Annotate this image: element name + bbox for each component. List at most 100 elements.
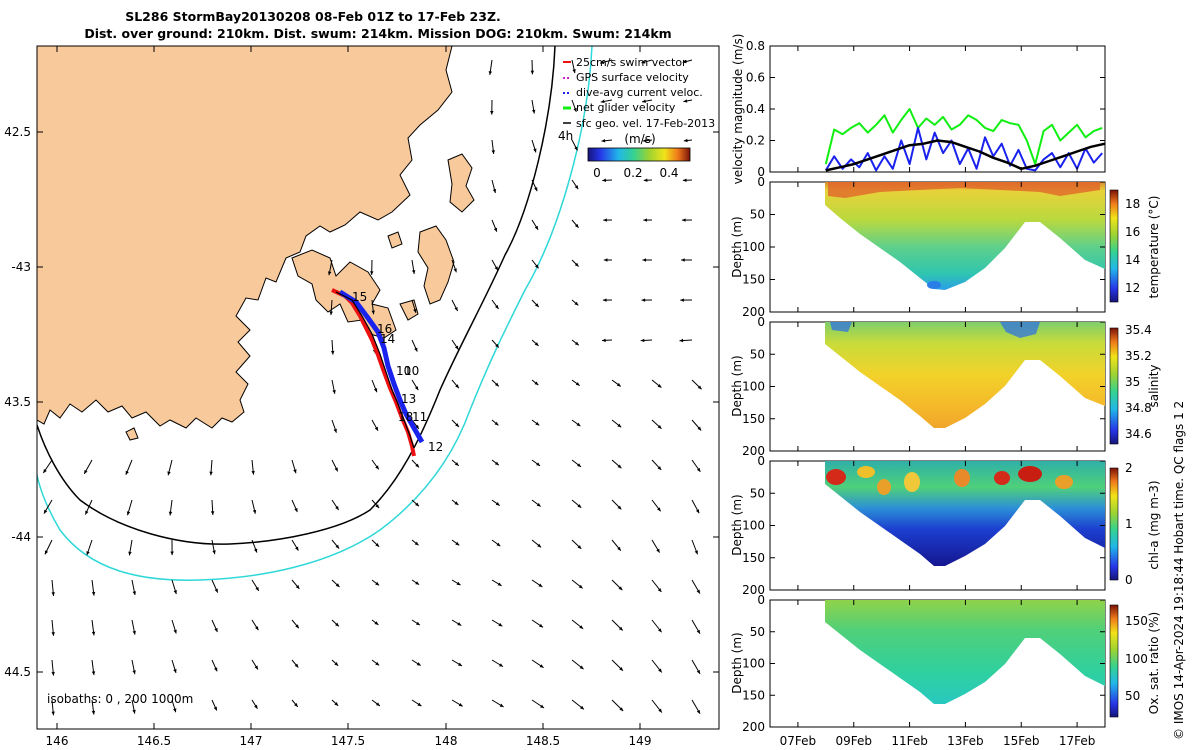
title-line-1: SL286 StormBay20130208 08-Feb 01Z to 17-… — [125, 9, 501, 24]
geo-velocity-arrowhead — [128, 551, 132, 556]
velocity-ytick-label: 0.2 — [746, 134, 765, 148]
geo-velocity-arrowhead — [640, 338, 645, 343]
geo-velocity-arrowhead — [534, 381, 539, 386]
geo-velocity-arrowhead — [643, 218, 647, 222]
salinity-ylabel: Depth (m) — [730, 355, 744, 416]
legend-label-current: dive-avg current veloc. — [576, 86, 703, 99]
geo-velocity-arrowhead — [132, 630, 136, 635]
depth-ytick-label: 50 — [750, 347, 765, 361]
geo-velocity-arrowhead — [642, 99, 646, 103]
temperature-cbar-tick: 14 — [1125, 253, 1140, 267]
geo-velocity-arrowhead — [576, 422, 581, 427]
salinity-cbar-tick: 34.8 — [1125, 401, 1152, 415]
geo-velocity-arrowhead — [540, 704, 545, 709]
time-tick-label: 17Feb — [1059, 734, 1096, 748]
salinity-cbar-tick: 34.6 — [1125, 427, 1152, 441]
geo-velocity-arrowhead — [51, 671, 55, 676]
depth-ytick-label: 100 — [742, 240, 765, 254]
geo-velocity-arrowhead — [295, 624, 299, 629]
sfc-geo-velocity-arrows — [42, 59, 702, 716]
salinity-cbar-tick: 35.4 — [1125, 323, 1152, 337]
depth-ytick-label: 50 — [750, 208, 765, 222]
geo-velocity-arrowhead — [694, 550, 698, 555]
geo-velocity-arrowhead — [415, 581, 420, 585]
geo-velocity-arrowhead — [573, 107, 577, 112]
depth-ytick-label: 200 — [742, 444, 765, 458]
title-line-2: Dist. over ground: 210km. Dist. swum: 21… — [84, 26, 671, 41]
time-tick-label: 13Feb — [947, 734, 984, 748]
geo-velocity-arrowhead — [538, 583, 543, 587]
geo-velocity-arrowhead — [415, 463, 420, 468]
legend-label-geo: sfc geo. vel. 17-Feb-2013 — [576, 117, 715, 130]
geo-velocity-arrowhead — [531, 109, 536, 114]
geo-velocity-arrowhead — [533, 148, 537, 153]
geo-velocity-arrowhead — [214, 588, 218, 593]
geo-velocity-arrowhead — [44, 550, 49, 555]
geo-velocity-arrowhead — [574, 185, 579, 190]
land-small-islands — [125, 231, 419, 441]
legend-label-net: net glider velocity — [576, 101, 676, 114]
geo-velocity-arrowhead — [415, 502, 419, 507]
geo-velocity-arrowhead — [414, 386, 419, 391]
geo-velocity-arrowhead — [696, 467, 701, 472]
geo-velocity-arrowhead — [414, 347, 418, 352]
velocity-series-line — [824, 108, 1103, 166]
geo-velocity-arrowhead — [534, 303, 539, 308]
salinity-section — [825, 322, 1105, 428]
geo-velocity-arrowhead — [536, 462, 541, 466]
legend-label-swim: 25cm/s swim vector — [576, 56, 687, 69]
land-maria-island — [447, 153, 475, 213]
depth-ytick-label: 50 — [750, 625, 765, 639]
geo-velocity-arrowhead — [413, 308, 417, 313]
geo-velocity-arrowhead — [334, 662, 339, 666]
depth-ytick-label: 200 — [742, 583, 765, 597]
velocity-ytick-label: 0.8 — [746, 39, 765, 53]
chla-colorbar — [1109, 467, 1119, 581]
geo-velocity-arrowhead — [253, 548, 258, 553]
geo-velocity-arrowhead — [495, 343, 499, 348]
chla-cbar-tick: 0 — [1125, 573, 1133, 587]
geo-velocity-arrowhead — [680, 298, 684, 302]
map-y-tick-labels: 42.5 -43 43.5 -44 44.5 — [4, 125, 31, 679]
velocity-series-line — [824, 126, 1103, 172]
map-panel: 15 16 14 10 10 13 18 11 12 4h 146 146.5 … — [4, 45, 720, 748]
geo-velocity-arrowhead — [84, 469, 88, 474]
geo-velocity-arrowhead — [697, 385, 702, 390]
day-label-14: 14 — [380, 332, 395, 346]
geo-velocity-arrowhead — [371, 310, 375, 315]
geo-velocity-arrowhead — [495, 305, 499, 309]
map-ytick: 43.5 — [4, 395, 31, 409]
velocity-axes-frame — [769, 45, 1106, 173]
geo-velocity-arrowhead — [333, 428, 337, 433]
geo-velocity-arrowhead — [132, 591, 137, 596]
geo-velocity-arrowhead — [617, 546, 621, 551]
geo-velocity-arrowhead — [579, 625, 584, 629]
geo-velocity-arrowhead — [539, 623, 544, 628]
isobath-200m — [37, 46, 556, 545]
geo-velocity-arrowhead — [602, 178, 607, 183]
depth-ytick-label: 50 — [750, 486, 765, 500]
geo-velocity-arrowhead — [530, 70, 535, 75]
depth-ytick-label: 100 — [742, 519, 765, 533]
map-xtick: 148.5 — [526, 734, 560, 748]
time-axis-labels: 07Feb 09Feb 11Feb 13Feb 15Feb 17Feb — [780, 734, 1096, 748]
land-tasmania — [37, 46, 453, 429]
temperature-cbar-tick: 18 — [1125, 197, 1140, 211]
map-axis-ticks — [37, 46, 719, 729]
geo-velocity-arrowhead — [214, 667, 218, 672]
geo-velocity-arrowhead — [86, 551, 90, 556]
geo-velocity-arrowhead — [209, 471, 213, 476]
geo-velocity-arrowhead — [43, 469, 47, 474]
geo-velocity-arrowhead — [696, 669, 701, 674]
geo-velocity-arrowhead — [91, 591, 96, 596]
salinity-fresh-surface — [830, 322, 1040, 338]
geo-velocity-arrowhead — [657, 507, 661, 512]
geo-velocity-arrowhead — [656, 548, 660, 553]
geo-velocity-arrowhead — [411, 270, 416, 274]
geo-velocity-arrowhead — [657, 424, 662, 429]
geo-velocity-arrowhead — [535, 421, 540, 426]
geo-velocity-arrowhead — [455, 541, 460, 546]
geo-velocity-arrowhead — [329, 311, 333, 316]
temperature-colorbar — [1109, 189, 1119, 303]
geo-velocity-arrowhead — [51, 711, 55, 716]
